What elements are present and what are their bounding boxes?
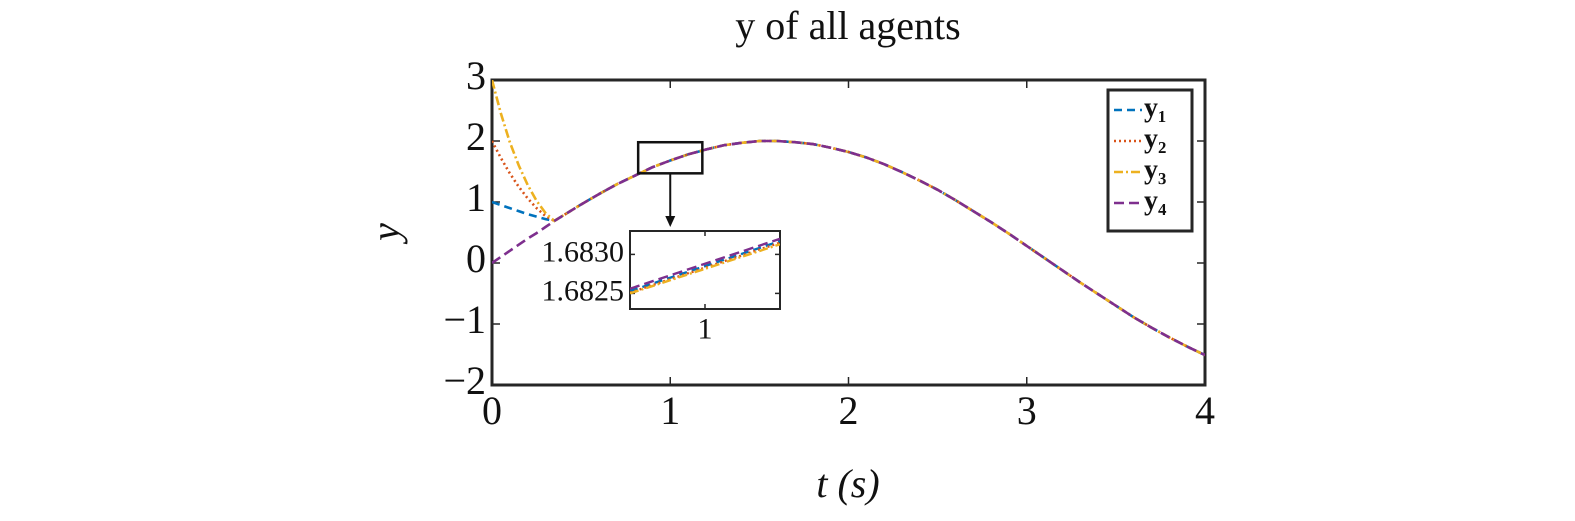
x-tick-label: 4 [1195,388,1215,433]
y-tick-label: −2 [443,358,486,403]
y-tick-label: 1 [466,175,486,220]
y-tick-label: 1.6830 [542,235,625,268]
y-tick-label: 3 [466,53,486,98]
series-line [492,80,1205,357]
legend-label: y₄ [1144,185,1167,216]
series-line [630,240,780,293]
x-tick-label: 3 [1017,388,1037,433]
series-group [630,237,780,295]
x-axis-label: t (s) [816,461,879,506]
y-axis-label: y [363,223,408,245]
series-line [630,237,780,290]
series-line [630,243,780,295]
legend-box [1106,88,1194,233]
legend-label: y₃ [1144,154,1166,185]
x-tick-label: 1 [660,388,680,433]
zoom-arrowhead [665,216,676,227]
y-tick-label: −1 [443,297,486,342]
y-tick-label: 2 [466,114,486,159]
chart-title: y of all agents [735,3,961,48]
x-tick-label: 2 [839,388,859,433]
x-tick-label: 1 [698,312,713,345]
inset-bg [630,231,780,309]
axes-box [490,78,1207,387]
series-line [492,139,1205,357]
series-line [630,241,780,294]
y-tick-label: 0 [466,236,486,281]
x-tick-label: 0 [482,388,502,433]
y-tick-label: 1.6825 [542,274,625,307]
legend-label: y₂ [1144,123,1166,154]
series-group [492,80,1205,357]
legend-label: y₁ [1144,92,1166,123]
